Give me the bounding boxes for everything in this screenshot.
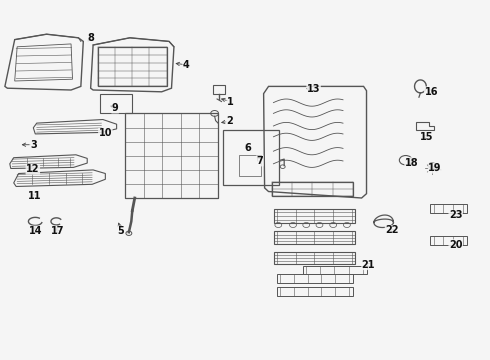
Text: 13: 13: [307, 84, 320, 94]
Bar: [100, 94, 132, 113]
Text: 19: 19: [428, 163, 442, 173]
Text: 8: 8: [87, 33, 94, 43]
Text: 6: 6: [244, 143, 251, 153]
Bar: [274, 209, 355, 223]
Bar: [274, 252, 355, 264]
Text: 5: 5: [118, 226, 124, 236]
Text: 3: 3: [30, 140, 37, 150]
Bar: [239, 155, 261, 176]
Bar: [430, 236, 467, 245]
Text: 1: 1: [227, 96, 234, 107]
Bar: [430, 204, 467, 213]
Text: 4: 4: [183, 60, 190, 70]
Bar: [303, 266, 367, 274]
Bar: [98, 47, 167, 86]
Bar: [272, 182, 353, 196]
Text: 23: 23: [449, 210, 463, 220]
Bar: [274, 231, 355, 244]
Text: 14: 14: [28, 226, 42, 236]
Text: 16: 16: [424, 87, 438, 97]
Text: 17: 17: [51, 226, 65, 236]
Text: 12: 12: [26, 164, 40, 174]
Bar: [125, 113, 218, 198]
Text: 18: 18: [405, 158, 418, 168]
Text: 20: 20: [449, 240, 463, 250]
Text: 10: 10: [98, 128, 112, 138]
Bar: [277, 274, 353, 283]
Text: 21: 21: [362, 260, 375, 270]
Bar: [223, 130, 279, 185]
Text: 22: 22: [385, 225, 399, 235]
Text: 2: 2: [226, 116, 233, 126]
Text: 15: 15: [419, 132, 433, 142]
Text: 7: 7: [256, 156, 263, 166]
Text: 9: 9: [112, 103, 119, 113]
Bar: [277, 287, 353, 296]
Text: 11: 11: [27, 191, 41, 201]
